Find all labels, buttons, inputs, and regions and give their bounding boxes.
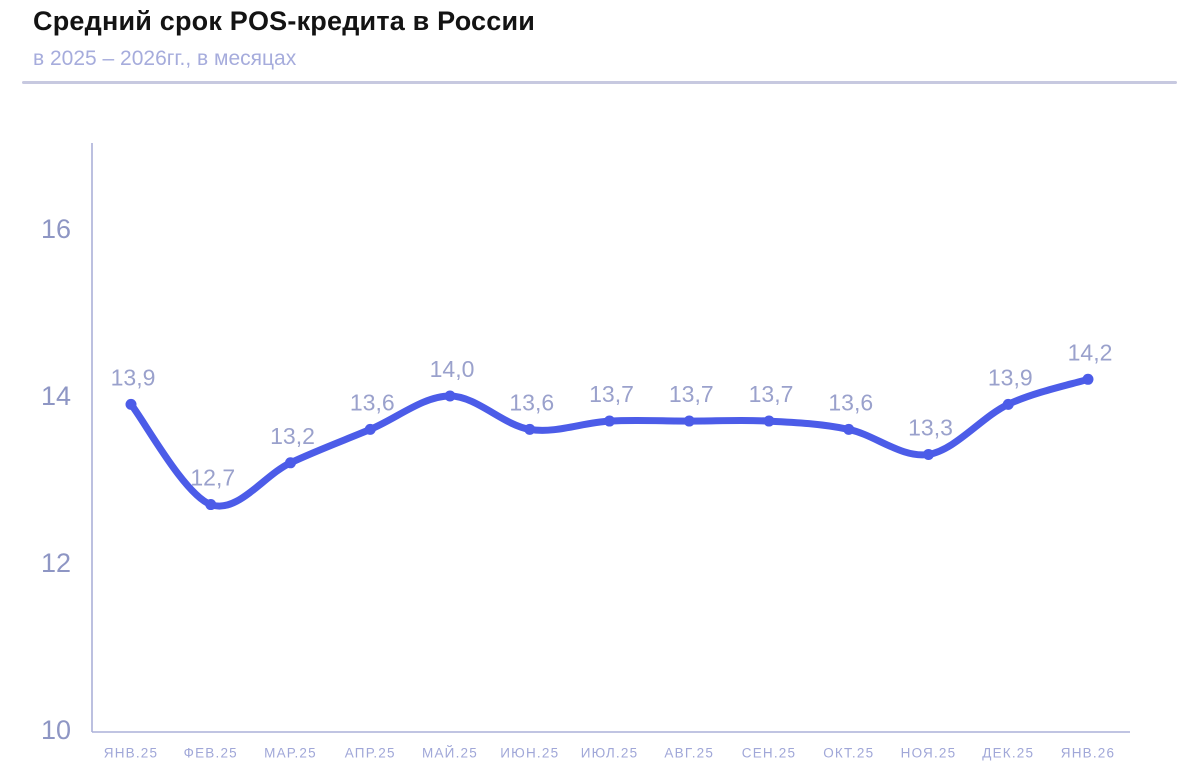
- data-point-marker: [125, 398, 137, 410]
- data-point-marker: [763, 415, 775, 427]
- data-point-marker: [524, 423, 536, 435]
- data-point-label: 13,6: [350, 389, 395, 415]
- y-tick-label: 16: [41, 214, 71, 244]
- data-point-marker: [843, 423, 855, 435]
- data-point-marker: [205, 499, 217, 511]
- data-point-label: 13,2: [270, 423, 315, 449]
- data-point-label: 13,7: [669, 381, 714, 407]
- data-point-marker: [683, 415, 695, 427]
- page-subtitle: в 2025 – 2026гг., в месяцах: [33, 47, 297, 70]
- data-point-marker: [364, 423, 376, 435]
- data-point-label: 13,6: [509, 389, 554, 415]
- data-point-marker: [1002, 398, 1014, 410]
- data-point-label: 12,7: [190, 465, 235, 491]
- x-tick-label: СЕН.25: [742, 746, 796, 761]
- header-separator: [22, 81, 1177, 84]
- data-point-label: 13,3: [908, 414, 953, 440]
- data-point-label: 14,2: [1068, 339, 1113, 365]
- x-tick-label: ФЕВ.25: [184, 746, 238, 761]
- x-tick-label: ДЕК.25: [982, 746, 1034, 761]
- x-tick-label: НОЯ.25: [901, 746, 957, 761]
- data-point-label: 13,9: [988, 364, 1033, 390]
- x-tick-label: ИЮЛ.25: [581, 746, 639, 761]
- x-tick-label: МАР.25: [264, 746, 317, 761]
- x-tick-label: ЯНВ.25: [104, 746, 158, 761]
- data-point-label: 13,7: [749, 381, 794, 407]
- x-tick-label: ИЮН.25: [500, 746, 559, 761]
- x-tick-label: АВГ.25: [664, 746, 714, 761]
- data-point-marker: [1082, 373, 1094, 385]
- y-tick-label: 10: [41, 715, 71, 745]
- data-point-marker: [285, 457, 296, 469]
- y-tick-label: 12: [41, 548, 71, 578]
- data-point-label: 13,6: [828, 389, 873, 415]
- data-point-marker: [444, 390, 456, 402]
- x-tick-label: ЯНВ.26: [1061, 746, 1115, 761]
- data-point-label: 13,7: [589, 381, 634, 407]
- data-point-marker: [604, 415, 615, 427]
- data-point-marker: [923, 448, 934, 460]
- data-point-label: 13,9: [111, 364, 156, 390]
- x-tick-label: АПР.25: [345, 746, 396, 761]
- page-title: Средний срок POS-кредита в России: [33, 6, 536, 36]
- y-tick-label: 14: [41, 381, 71, 411]
- data-point-label: 14,0: [430, 356, 475, 382]
- x-tick-label: МАЙ.25: [422, 746, 478, 761]
- x-tick-label: ОКТ.25: [823, 746, 874, 761]
